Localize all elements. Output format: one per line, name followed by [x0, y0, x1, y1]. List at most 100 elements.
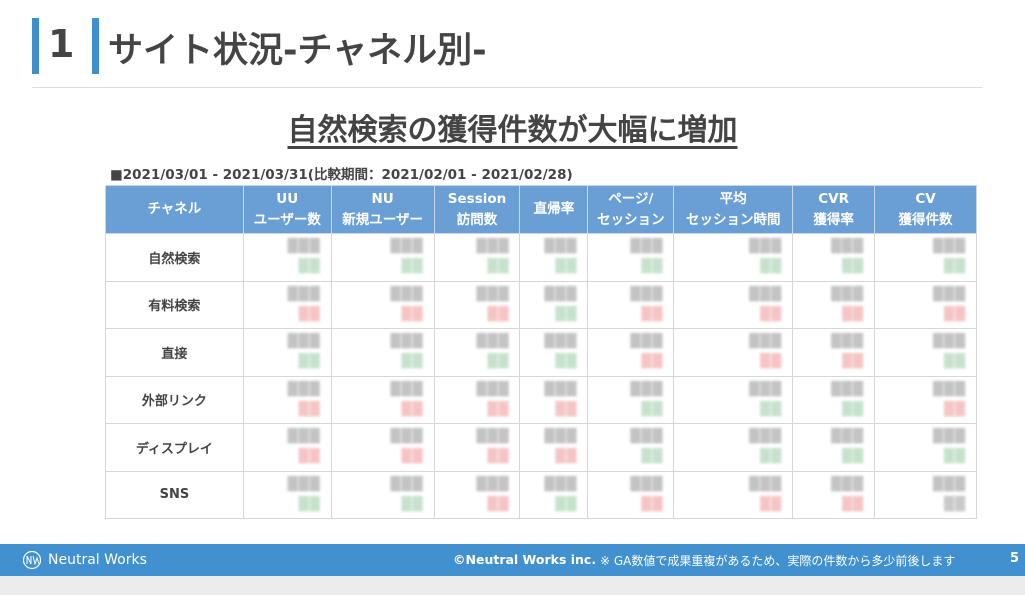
metric-cell: ███ ██ [242, 280, 332, 329]
redacted-value: ███ [287, 239, 321, 255]
redacted-delta-down: ██ [842, 354, 865, 370]
metric-cell: ███ ██ [587, 375, 675, 424]
metric-cell: ███ ██ [792, 233, 876, 282]
redacted-delta-up: ██ [641, 259, 664, 275]
redacted-value: ███ [749, 476, 783, 492]
redacted-value: ███ [831, 334, 865, 350]
redacted-delta-up: ██ [842, 401, 865, 417]
redacted-value: ███ [831, 286, 865, 302]
redacted-delta-up: ██ [401, 354, 424, 370]
redacted-value: ███ [630, 334, 664, 350]
redacted-value: ███ [831, 381, 865, 397]
page-title: サイト状況-チャネル別- [108, 31, 487, 71]
copyright: ©Neutral Works inc. [453, 552, 597, 567]
redacted-delta-up: ██ [298, 354, 321, 370]
redacted-value: ███ [749, 334, 783, 350]
redacted-delta-down: ██ [401, 449, 424, 465]
metric-cell: ███ ██ [242, 470, 332, 519]
table-row: 外部リンク ███ ██ ███ ██ ███ ██ ███ ██ ███ ██ ███ ██ ███ ██… [105, 375, 977, 424]
metric-cell: ███ ██ [433, 328, 521, 377]
redacted-delta-down: ██ [487, 401, 510, 417]
redacted-delta-up: ██ [555, 306, 578, 322]
column-header-line2: セッション時間 [685, 211, 781, 228]
column-header-line1: ページ/ [608, 190, 654, 207]
table-row: 有料検索 ███ ██ ███ ██ ███ ██ ███ ██ ███ ██ ███ ██ ███ ██ █… [105, 280, 977, 329]
redacted-delta-up: ██ [760, 449, 783, 465]
redacted-value: ███ [390, 429, 424, 445]
redacted-delta-up: ██ [760, 401, 783, 417]
metric-cell: ███ ██ [874, 375, 977, 424]
redacted-value: ███ [476, 286, 510, 302]
redacted-value: ███ [287, 334, 321, 350]
redacted-delta-down: ██ [298, 449, 321, 465]
redacted-delta-down: ██ [760, 306, 783, 322]
redacted-value: ███ [749, 381, 783, 397]
metric-cell: ███ ██ [330, 280, 435, 329]
redacted-value: ███ [476, 476, 510, 492]
column-header-line1: CVR [818, 190, 849, 207]
redacted-delta-down: ██ [641, 496, 664, 512]
metric-cell: ███ ██ [519, 470, 589, 519]
section-number: 1 [48, 22, 75, 66]
redacted-delta-down: ██ [401, 306, 424, 322]
redacted-delta-up: ██ [641, 449, 664, 465]
redacted-delta-up: ██ [487, 259, 510, 275]
redacted-value: ███ [933, 381, 966, 397]
redacted-value: ███ [831, 429, 865, 445]
column-header: チャネル [105, 185, 244, 234]
metric-cell: ███ ██ [519, 423, 589, 472]
metric-cell: ███ ██ [874, 328, 977, 377]
metric-cell: ███ ██ [330, 328, 435, 377]
redacted-delta-flat: ██ [944, 496, 966, 512]
neutral-works-logo-icon [22, 550, 42, 570]
redacted-value: ███ [544, 429, 578, 445]
metric-cell: ███ ██ [587, 328, 675, 377]
redacted-value: ███ [933, 476, 966, 492]
redacted-value: ███ [831, 239, 865, 255]
redacted-value: ███ [287, 286, 321, 302]
metric-cell: ███ ██ [874, 233, 977, 282]
metric-cell: ███ ██ [792, 375, 876, 424]
channel-name: 直接 [105, 328, 244, 377]
redacted-delta-down: ██ [401, 401, 424, 417]
redacted-value: ███ [287, 381, 321, 397]
metric-cell: ███ ██ [242, 328, 332, 377]
metric-cell: ███ ██ [433, 280, 521, 329]
column-header-line1: 直帰率 [533, 201, 575, 217]
column-header-line1: NU [371, 190, 394, 207]
metric-cell: ███ ██ [519, 280, 589, 329]
redacted-value: ███ [630, 429, 664, 445]
redacted-delta-down: ██ [760, 354, 783, 370]
column-header-line1: 平均 [719, 190, 747, 207]
metric-cell: ███ ██ [587, 423, 675, 472]
redacted-delta-down: ██ [555, 401, 578, 417]
table-row: 直接 ███ ██ ███ ██ ███ ██ ███ ██ ███ ██ ███ ██ ███ ██ ███… [105, 328, 977, 377]
redacted-delta-up: ██ [944, 259, 966, 275]
redacted-delta-down: ██ [487, 449, 510, 465]
redacted-delta-down: ██ [842, 496, 865, 512]
redacted-delta-up: ██ [401, 496, 424, 512]
redacted-value: ███ [390, 381, 424, 397]
column-header-line2: 訪問数 [456, 211, 498, 228]
redacted-delta-down: ██ [842, 306, 865, 322]
redacted-delta-up: ██ [555, 496, 578, 512]
redacted-value: ███ [933, 429, 966, 445]
redacted-value: ███ [544, 239, 578, 255]
title-accent-bar [32, 18, 39, 74]
channel-name: SNS [105, 470, 244, 519]
redacted-value: ███ [630, 286, 664, 302]
redacted-value: ███ [287, 476, 321, 492]
metric-cell: ███ ██ [673, 328, 794, 377]
column-header-line1: Session [447, 190, 507, 207]
channel-name: 外部リンク [105, 375, 244, 424]
redacted-delta-down: ██ [944, 401, 966, 417]
metric-cell: ███ ██ [330, 233, 435, 282]
redacted-delta-down: ██ [641, 354, 664, 370]
column-header: CVR 獲得率 [792, 185, 876, 234]
table-row: ディスプレイ ███ ██ ███ ██ ███ ██ ███ ██ ███ ██ ███ ██ ███ █… [105, 423, 977, 472]
redacted-delta-up: ██ [842, 259, 865, 275]
metric-cell: ███ ██ [242, 375, 332, 424]
redacted-value: ███ [749, 286, 783, 302]
redacted-delta-down: ██ [944, 306, 966, 322]
redacted-value: ███ [630, 239, 664, 255]
